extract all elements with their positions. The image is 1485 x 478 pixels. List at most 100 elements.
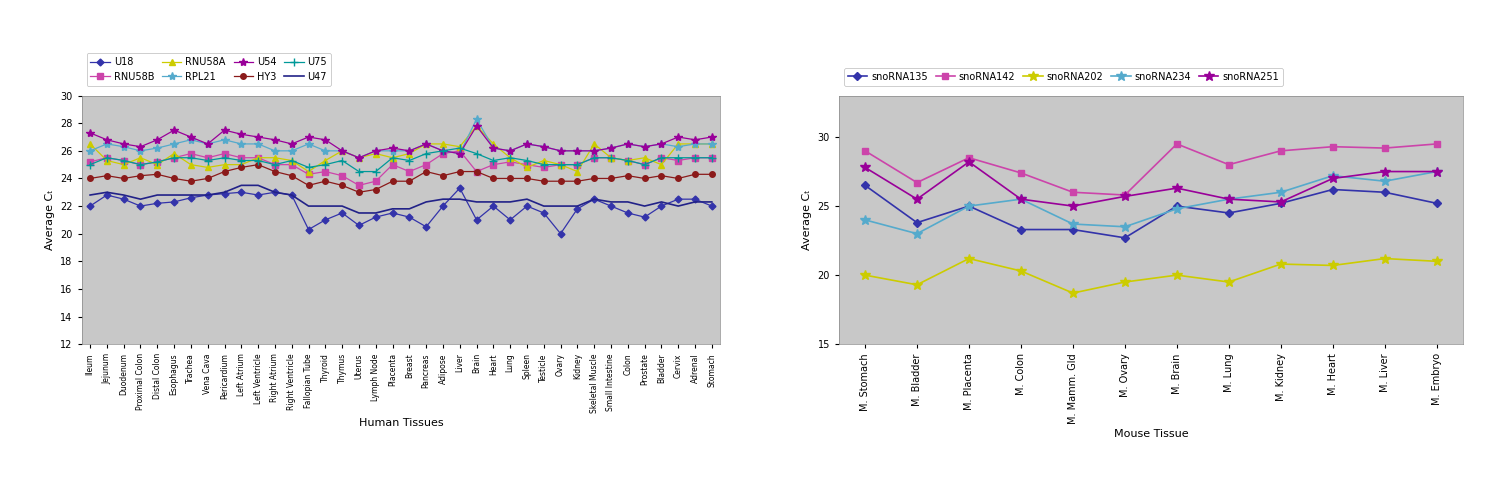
U75 [601,155,619,161]
U75 [518,158,536,163]
snoRNA135 [1375,189,1393,195]
U18 [434,203,451,209]
snoRNA251 [1167,185,1185,191]
snoRNA234 [1427,169,1445,174]
HY3 [702,172,720,177]
U54 [434,148,451,154]
U75 [652,155,670,161]
U75 [114,158,132,163]
U18 [601,203,619,209]
HY3 [451,169,469,174]
HY3 [652,173,670,179]
RNU58B [417,162,435,167]
U18 [300,227,318,232]
RPL21 [652,141,670,147]
U47 [417,199,435,205]
snoRNA234 [1167,206,1185,212]
HY3 [282,173,300,179]
U47 [114,192,132,198]
RNU58A [585,141,603,147]
snoRNA234 [1219,196,1237,202]
RNU58A [569,169,587,174]
HY3 [132,173,150,179]
U47 [535,203,552,209]
U75 [670,155,688,161]
U47 [132,196,150,202]
RPL21 [552,148,570,154]
RNU58B [300,172,318,177]
U47 [316,203,334,209]
U47 [82,192,99,198]
U18 [535,210,552,216]
snoRNA135 [1167,203,1185,209]
U75 [367,169,385,174]
U18 [518,203,536,209]
U54 [401,148,419,154]
RPL21 [434,148,451,154]
RNU58A [199,164,217,170]
RPL21 [266,148,284,154]
snoRNA251 [1375,169,1393,174]
U75 [502,155,520,161]
U54 [82,130,99,136]
U47 [468,199,486,205]
U47 [434,196,451,202]
U47 [215,189,233,195]
RNU58A [232,162,249,167]
RNU58B [619,158,637,163]
U75 [535,162,552,167]
U54 [300,134,318,140]
U47 [266,189,284,195]
snoRNA251 [959,159,977,165]
HY3 [484,175,502,181]
U18 [165,199,183,205]
U18 [585,196,603,202]
snoRNA135 [1013,227,1031,232]
HY3 [383,178,401,184]
U54 [383,145,401,151]
U54 [585,148,603,154]
U47 [601,199,619,205]
RPL21 [686,141,704,147]
U18 [636,214,653,220]
HY3 [114,175,132,181]
U54 [148,137,166,142]
U47 [619,199,637,205]
snoRNA202 [855,272,873,278]
RNU58A [434,141,451,147]
X-axis label: Human Tissues: Human Tissues [359,418,443,428]
RPL21 [601,145,619,151]
snoRNA234 [1063,221,1081,227]
RNU58B [552,162,570,167]
Legend: U18, RNU58B, RNU58A, RPL21, U54, HY3, U75, U47: U18, RNU58B, RNU58A, RPL21, U54, HY3, U7… [86,53,331,86]
RNU58A [518,164,536,170]
U18 [132,203,150,209]
U54 [619,141,637,147]
RNU58B [401,169,419,174]
U18 [350,223,368,228]
RNU58A [401,151,419,156]
U75 [333,158,350,163]
Line: U54: U54 [86,122,716,162]
RPL21 [484,145,502,151]
RPL21 [215,137,233,142]
U54 [670,134,688,140]
X-axis label: Mouse Tissue: Mouse Tissue [1114,429,1188,439]
RNU58B [266,162,284,167]
RPL21 [282,148,300,154]
RNU58A [266,155,284,161]
U54 [98,137,116,142]
snoRNA251 [1013,196,1031,202]
RNU58B [148,159,166,165]
U54 [484,145,502,151]
snoRNA202 [909,282,927,288]
RNU58B [569,162,587,167]
RPL21 [670,144,688,150]
RNU58A [670,141,688,147]
snoRNA251 [1117,194,1135,199]
snoRNA142 [1117,192,1135,198]
RNU58A [316,158,334,163]
snoRNA135 [855,183,873,188]
HY3 [502,175,520,181]
RPL21 [148,145,166,151]
